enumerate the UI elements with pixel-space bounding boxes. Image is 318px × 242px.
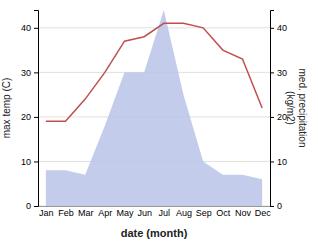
y-tick: 40	[21, 23, 38, 33]
y2-tick-mark	[270, 72, 274, 73]
y2-axis-title-line: (kg/m2)	[285, 91, 296, 125]
x-tick-label: May	[117, 208, 135, 218]
x-tick-label: Aug	[176, 208, 192, 218]
x-tick: Sep	[196, 208, 212, 218]
y-tick-mark	[34, 117, 38, 118]
y-tick: 30	[21, 68, 38, 78]
marks	[46, 10, 262, 206]
y-tick-mark	[34, 72, 38, 73]
x-tick-label: Nov	[235, 208, 252, 218]
y2-axis-line	[271, 11, 275, 207]
y-axis-title: max temp (C)	[1, 78, 12, 139]
y2-tick-label: 40	[277, 23, 287, 33]
y2-tick-mark	[270, 28, 274, 29]
x-tick: Apr	[98, 208, 112, 218]
x-tick-label: Mar	[78, 208, 94, 218]
x-tick-label: Jan	[39, 208, 54, 218]
x-tick: Nov	[235, 208, 252, 218]
y-tick-mark	[34, 161, 38, 162]
x-axis-title: date (month)	[121, 227, 188, 239]
y2-tick-label: 30	[277, 68, 287, 78]
x-tick: Jan	[39, 208, 54, 218]
x-tick: Aug	[176, 208, 192, 218]
y-tick: 0	[26, 201, 38, 211]
y-tick-label: 0	[26, 201, 31, 211]
y2-tick-mark	[270, 161, 274, 162]
x-axis: Jan Feb Mar Apr MayJun Jul Aug Sep Oct NovDec	[39, 207, 272, 219]
y2-tick: 0	[270, 201, 282, 211]
x-tick-label: Feb	[58, 208, 74, 218]
y2-tick: 20	[270, 112, 287, 122]
line	[46, 23, 262, 121]
y2-tick: 10	[270, 157, 287, 167]
x-tick: Mar	[78, 208, 94, 218]
y-tick-label: 40	[21, 23, 31, 33]
y2-tick-mark	[270, 117, 274, 118]
x-axis-line	[39, 206, 271, 207]
x-tick-label: Apr	[98, 208, 112, 218]
y-tick-mark	[34, 206, 38, 207]
y-tick-label: 20	[21, 112, 31, 122]
y2-axis-title-line: med. precipitation	[297, 69, 308, 148]
area	[46, 10, 262, 206]
x-tick: Feb	[58, 208, 74, 218]
y2-tick: 30	[270, 68, 287, 78]
y-tick: 20	[21, 112, 38, 122]
x-tick-label: Jun	[137, 208, 152, 218]
x-tick-label: Oct	[216, 208, 231, 218]
chart: Jan Feb Mar Apr MayJun Jul Aug Sep Oct NovDec 0 10 2…	[0, 0, 318, 242]
y2-axis: 0 10 20 30 40	[270, 11, 287, 212]
x-tick-label: Sep	[196, 208, 212, 218]
y-tick-mark	[34, 28, 38, 29]
x-tick: Dec	[255, 208, 272, 218]
x-tick: Jun	[137, 208, 152, 218]
y2-axis-title: med. precipitation(kg/m2)	[285, 69, 308, 148]
y-axis-line	[34, 11, 39, 207]
y-tick-label: 10	[21, 157, 31, 167]
y2-tick-mark	[270, 206, 274, 207]
x-tick-label: Dec	[255, 208, 272, 218]
x-tick: Jul	[159, 208, 171, 218]
grid-line	[38, 27, 270, 28]
x-tick-label: Jul	[159, 208, 171, 218]
y2-tick: 40	[270, 23, 287, 33]
x-tick: May	[117, 208, 135, 218]
y2-tick-label: 10	[277, 157, 287, 167]
y-tick-label: 30	[21, 68, 31, 78]
y-axis: 0 10 20 30 40	[21, 11, 39, 212]
y2-tick-label: 0	[277, 201, 282, 211]
y-tick: 10	[21, 157, 38, 167]
plot: Jan Feb Mar Apr MayJun Jul Aug Sep Oct NovDec 0 10 2…	[21, 10, 287, 218]
x-tick: Oct	[216, 208, 231, 218]
